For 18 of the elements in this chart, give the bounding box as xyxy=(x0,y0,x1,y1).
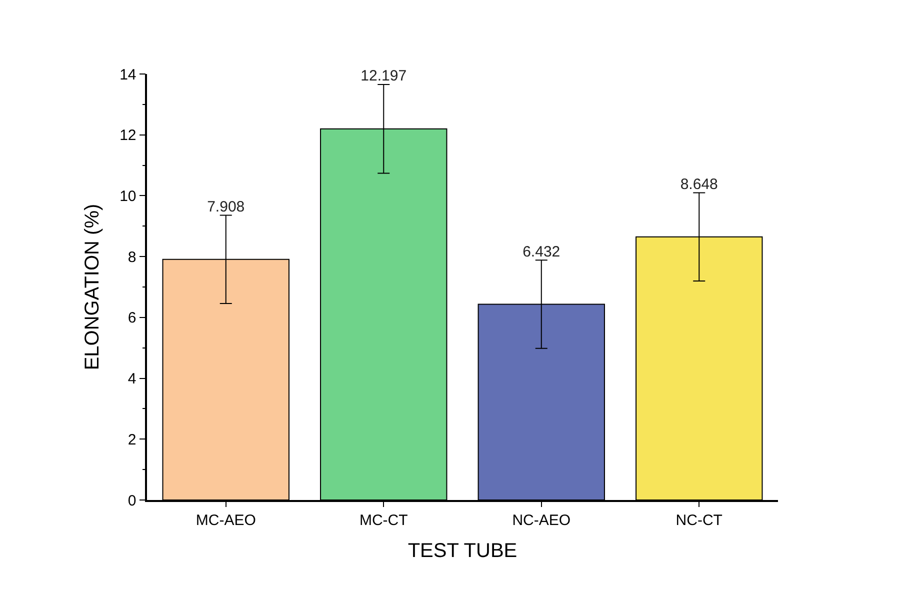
y-tick-label: 10 xyxy=(120,188,136,205)
x-tick-label: MC-AEO xyxy=(196,512,256,529)
x-tick-label: NC-AEO xyxy=(512,512,571,529)
x-tick-label: NC-CT xyxy=(676,512,722,529)
y-axis-title: ELONGATION (%) xyxy=(82,204,104,370)
x-tick-label: MC-CT xyxy=(359,512,408,529)
data-label: 12.197 xyxy=(360,68,407,85)
y-tick-label: 0 xyxy=(128,492,136,510)
data-label: 7.908 xyxy=(207,198,245,216)
y-tick-label: 4 xyxy=(128,370,136,388)
y-tick-label: 12 xyxy=(120,127,136,144)
data-label: 6.432 xyxy=(522,243,560,260)
data-label: 8.648 xyxy=(680,176,718,193)
y-tick-label: 8 xyxy=(128,248,136,266)
x-axis-title: TEST TUBE xyxy=(408,540,518,562)
y-tick-label: 14 xyxy=(120,66,136,84)
y-tick-label: 2 xyxy=(128,431,136,448)
y-tick-label: 6 xyxy=(128,310,136,327)
